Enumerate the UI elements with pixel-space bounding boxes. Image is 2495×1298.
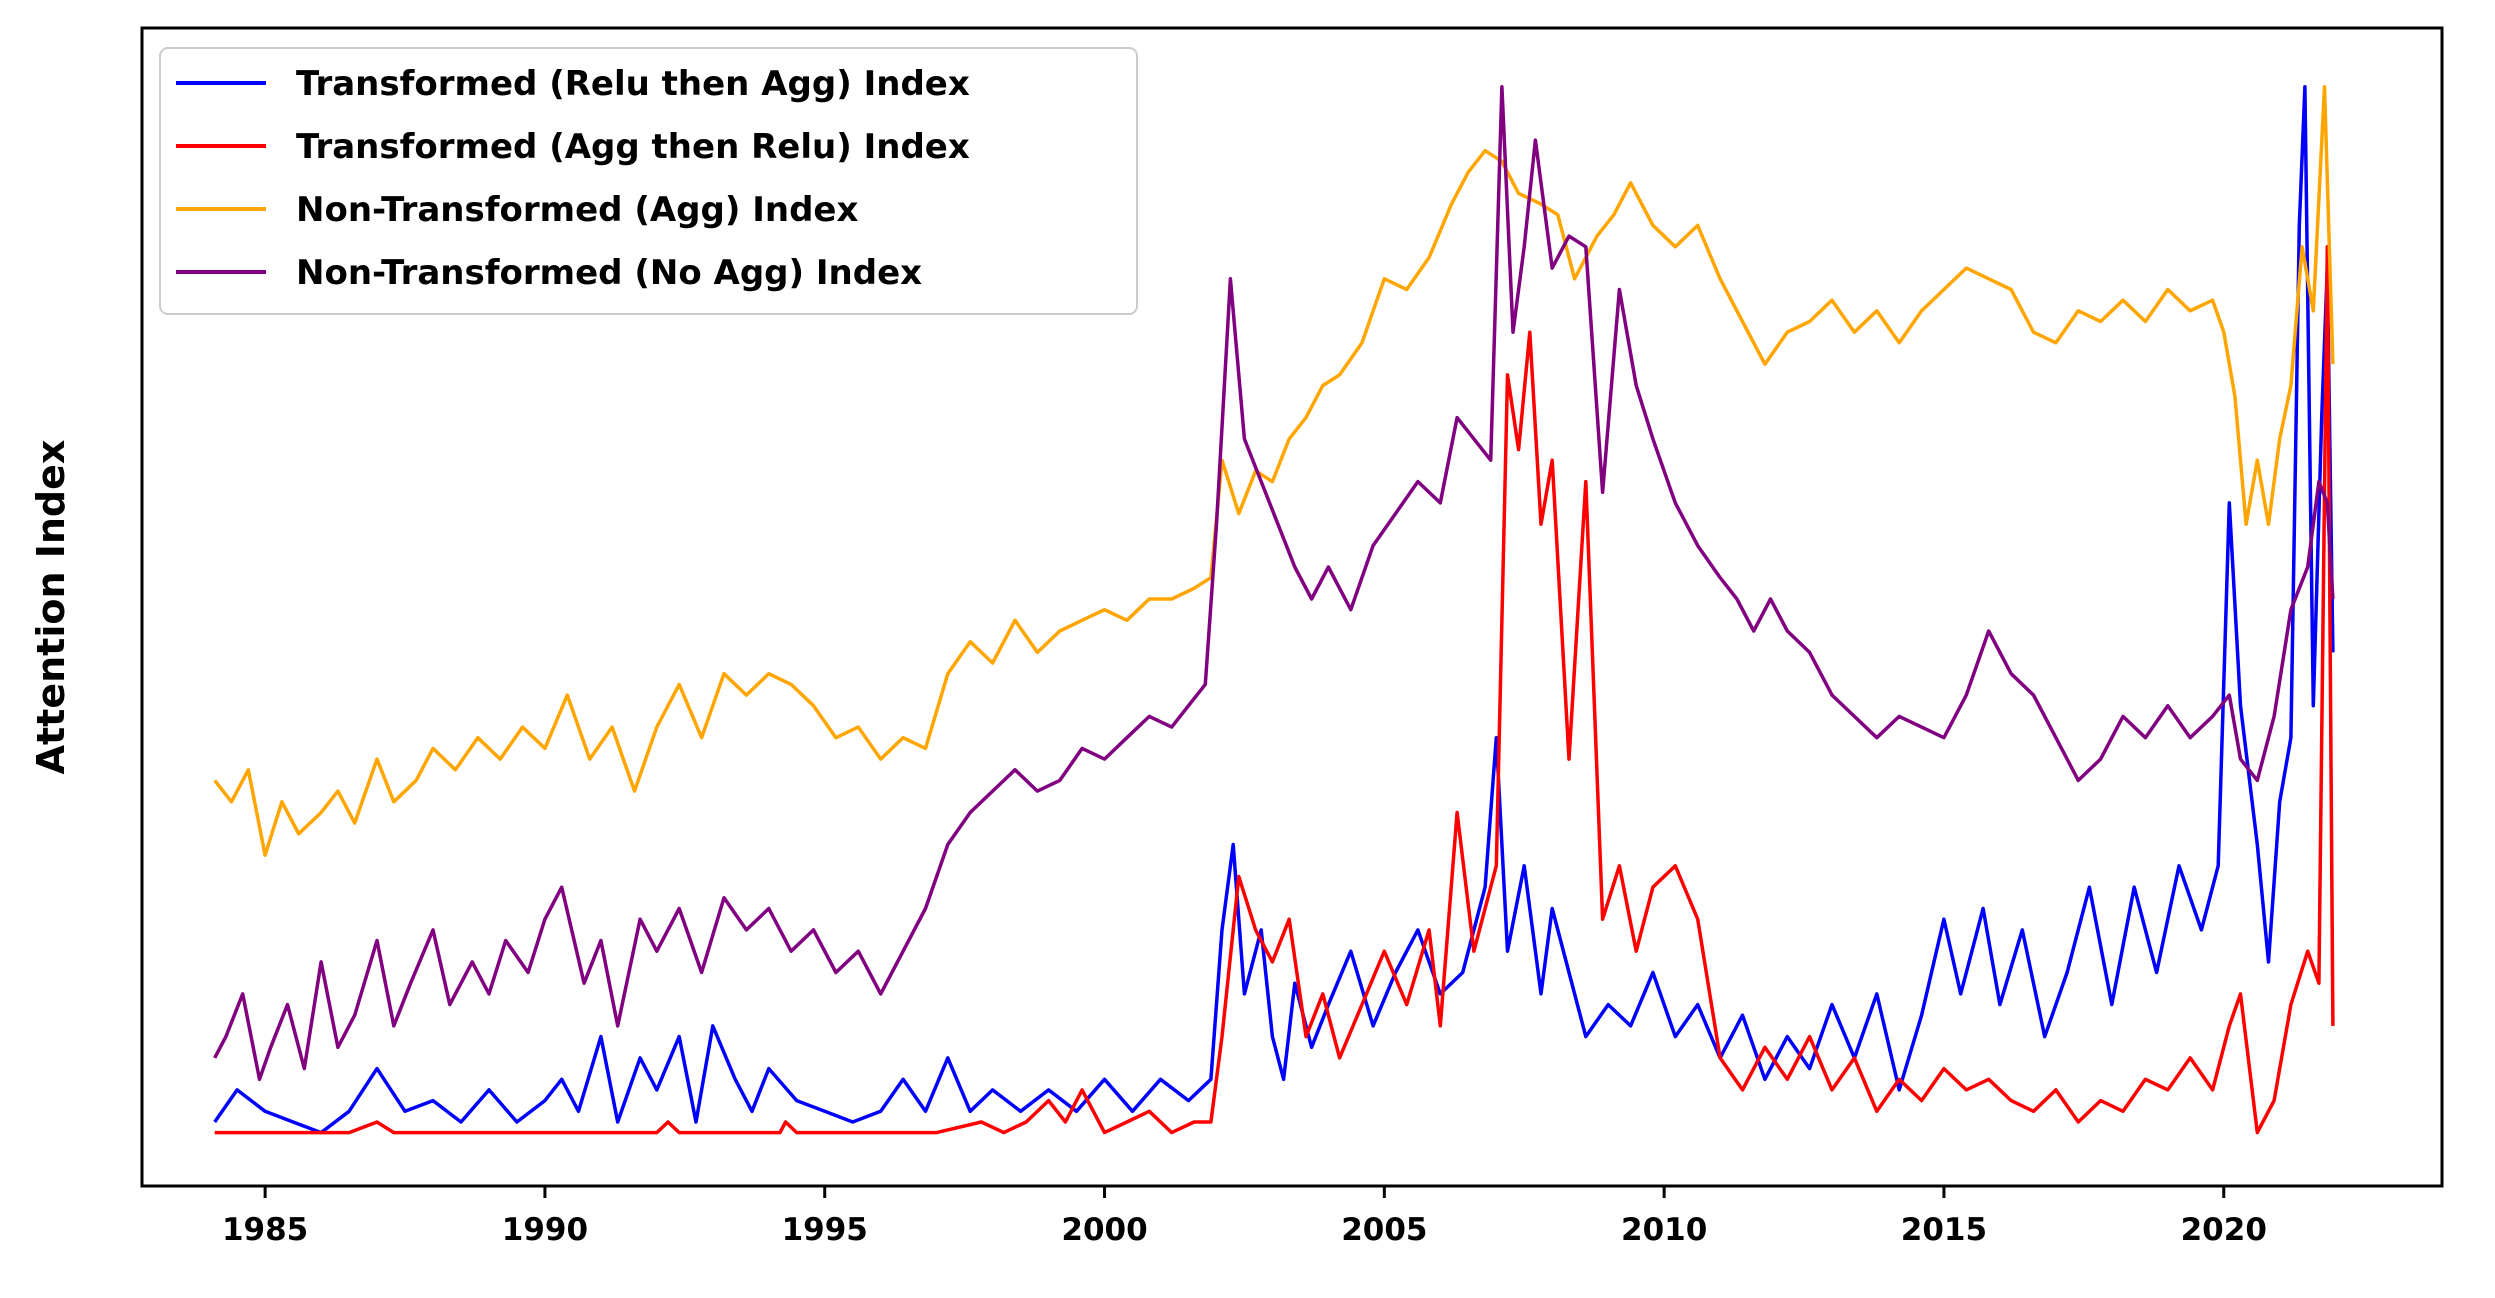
y-axis-label: Attention Index	[29, 440, 73, 775]
x-tick-label: 2000	[1061, 1212, 1147, 1248]
legend-label-1: Transformed (Relu then Agg) Index	[296, 64, 970, 104]
legend-entries: Transformed (Relu then Agg) Index Transfo…	[176, 64, 970, 293]
x-tick-label: 2005	[1341, 1212, 1427, 1248]
legend-label-4: Non-Transformed (No Agg) Index	[296, 253, 922, 293]
plot-frame	[140, 26, 2444, 1188]
legend-box	[159, 47, 1138, 315]
x-tick-label: 2010	[1621, 1212, 1707, 1248]
x-tick-label: 2015	[1901, 1212, 1987, 1248]
x-tick-label: 1990	[502, 1212, 588, 1248]
legend-label-3: Non-Transformed (Agg) Index	[296, 190, 858, 230]
legend-label-2: Transformed (Agg then Relu) Index	[296, 127, 970, 167]
series-line-1	[213, 84, 2335, 1135]
legend: Transformed (Relu then Agg) Index Transfo…	[159, 47, 1138, 315]
series-line-3	[213, 84, 2335, 857]
x-tick-label: 1995	[782, 1212, 868, 1248]
series-line-2	[214, 245, 2335, 1135]
x-axis-ticks: 1985 1990 1995 2000 2005 2010 2015 2020	[222, 1186, 2267, 1248]
series-layer	[213, 84, 2335, 1135]
x-tick-label: 2020	[2181, 1212, 2267, 1248]
series-line-4	[213, 84, 2335, 1082]
x-tick-label: 1985	[222, 1212, 308, 1248]
